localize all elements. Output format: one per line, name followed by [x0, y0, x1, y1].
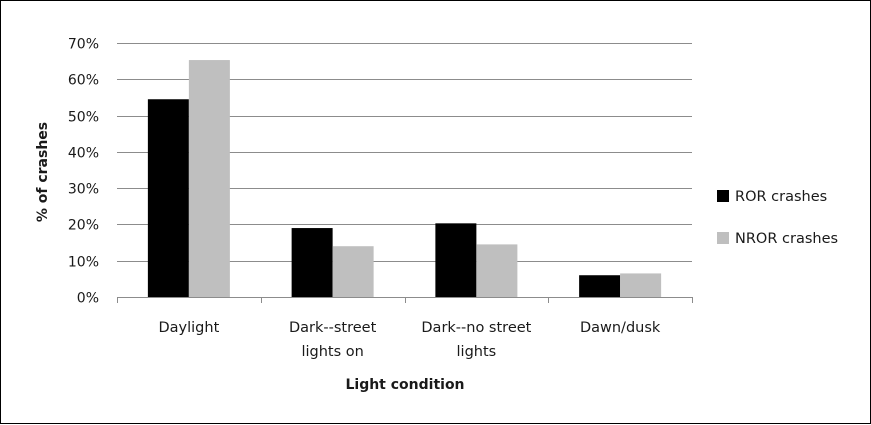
x-category-label: Dawn/dusk [580, 320, 661, 336]
legend: ROR crashes NROR crashes [717, 189, 838, 247]
y-tick-label: 0% [77, 291, 99, 307]
x-category-label: Dark--street [289, 320, 377, 336]
bar [620, 273, 662, 297]
y-tick-label: 10% [68, 255, 99, 271]
bar [332, 246, 374, 297]
legend-swatch [717, 232, 729, 244]
bar [435, 223, 477, 297]
y-tick-label: 70% [68, 37, 99, 53]
y-tick-label: 30% [68, 182, 99, 198]
x-category-label: lights [457, 344, 497, 360]
x-axis-title: Light condition [345, 377, 464, 393]
y-axis-title: % of crashes [35, 122, 51, 222]
x-category-label: lights on [301, 344, 363, 360]
y-tick-labels: 0% 10% 20% 30% 40% 50% 60% 70% [68, 37, 99, 307]
bars [147, 60, 662, 297]
y-tick-label: 60% [68, 73, 99, 89]
legend-label: ROR crashes [735, 189, 827, 205]
x-category-labels: Daylight Dark--street lights on Dark--no st… [158, 320, 660, 360]
axes [117, 297, 693, 303]
bar [476, 244, 518, 297]
y-tick-label: 20% [68, 218, 99, 234]
x-category-label: Daylight [158, 320, 219, 336]
bar [579, 275, 621, 297]
bar [291, 228, 333, 297]
legend-label: NROR crashes [735, 231, 838, 247]
x-category-label: Dark--no street [421, 320, 531, 336]
bar [188, 60, 230, 297]
y-tick-label: 40% [68, 146, 99, 162]
legend-swatch [717, 190, 729, 202]
y-tick-label: 50% [68, 110, 99, 126]
bar [147, 99, 189, 297]
